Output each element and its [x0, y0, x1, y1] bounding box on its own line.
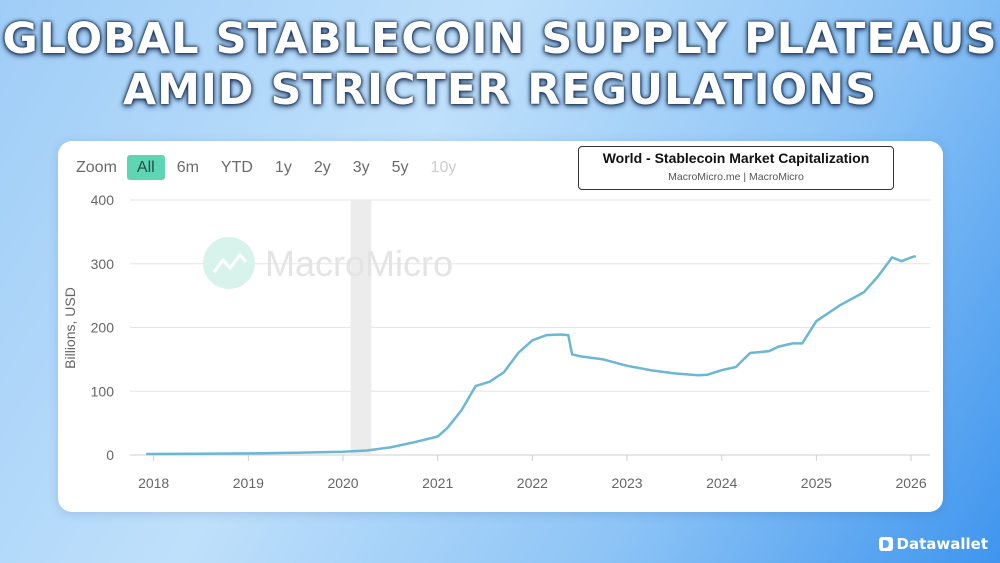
data-point[interactable] — [838, 303, 843, 308]
zoom-button-5y[interactable]: 5y — [391, 159, 409, 176]
x-tick-label: 2026 — [895, 475, 926, 491]
zoom-button-1y[interactable]: 1y — [274, 159, 292, 176]
x-tick-label: 2022 — [517, 475, 548, 491]
series-line-stablecoin-cap[interactable] — [146, 254, 917, 456]
data-point[interactable] — [719, 368, 724, 373]
data-point[interactable] — [814, 319, 819, 324]
data-point[interactable] — [544, 333, 549, 338]
watermark-chart-icon — [212, 252, 248, 273]
data-point[interactable] — [705, 372, 710, 377]
x-tick-label: 2020 — [327, 475, 358, 491]
data-point[interactable] — [558, 332, 563, 337]
data-point[interactable] — [144, 452, 149, 457]
data-point[interactable] — [913, 254, 918, 259]
data-point[interactable] — [473, 384, 478, 389]
data-point[interactable] — [577, 354, 582, 359]
x-tick-label: 2024 — [706, 475, 737, 491]
data-point[interactable] — [875, 274, 880, 279]
data-point[interactable] — [790, 341, 795, 346]
headline: GLOBAL STABLECOIN SUPPLY PLATEAUS AMID S… — [0, 14, 1000, 116]
brand: Datawallet — [878, 535, 988, 553]
data-point[interactable] — [672, 371, 677, 376]
data-point[interactable] — [516, 351, 521, 356]
data-point[interactable] — [293, 450, 298, 455]
data-point[interactable] — [445, 426, 450, 431]
headline-line-1: GLOBAL STABLECOIN SUPPLY PLATEAUS — [2, 14, 998, 64]
zoom-button-6m[interactable]: 6m — [176, 159, 199, 176]
watermark-logo-icon — [203, 237, 255, 289]
zoom-bar: Zoom All 6m YTD 1y 2y 3y 5y 10y — [76, 154, 468, 182]
x-tick-label: 2018 — [138, 475, 169, 491]
x-tick-label: 2025 — [801, 475, 832, 491]
y-axis-label: Billions, USD — [62, 287, 78, 369]
y-tick-label: 300 — [91, 256, 115, 272]
data-point[interactable] — [199, 451, 204, 456]
x-tick-label: 2023 — [611, 475, 642, 491]
zoom-button-2y[interactable]: 2y — [313, 159, 331, 176]
data-point[interactable] — [625, 363, 630, 368]
zoom-button-ytd[interactable]: YTD — [220, 159, 253, 176]
y-tick-label: 0 — [106, 447, 114, 463]
data-point[interactable] — [364, 448, 369, 453]
data-point[interactable] — [246, 451, 251, 456]
chart-title-box: World - Stablecoin Market Capitalization… — [578, 146, 894, 190]
y-axis-ticks: 0 100 200 300 400 — [91, 192, 115, 463]
y-tick-label: 400 — [91, 192, 115, 208]
data-point[interactable] — [733, 365, 738, 370]
chart-subtitle: MacroMicro.me | MacroMicro — [668, 171, 804, 183]
x-tick-label: 2021 — [422, 475, 453, 491]
datawallet-logo-icon — [878, 537, 893, 551]
data-point[interactable] — [341, 449, 346, 454]
series-points — [144, 254, 919, 457]
data-point[interactable] — [412, 440, 417, 445]
data-point[interactable] — [435, 434, 440, 439]
y-tick-label: 200 — [91, 320, 115, 336]
data-point[interactable] — [767, 349, 772, 354]
data-point[interactable] — [748, 351, 753, 356]
data-point[interactable] — [909, 255, 914, 260]
zoom-buttons: All 6m YTD 1y 2y 3y 5y 10y — [126, 155, 468, 180]
data-point[interactable] — [800, 341, 805, 346]
watermark-text: MacroMicro — [265, 243, 453, 284]
zoom-button-10y: 10y — [430, 159, 457, 176]
data-point[interactable] — [487, 379, 492, 384]
data-point[interactable] — [696, 373, 701, 378]
data-point[interactable] — [459, 408, 464, 413]
data-point[interactable] — [776, 344, 781, 349]
zoom-label: Zoom — [76, 159, 117, 176]
data-point[interactable] — [601, 357, 606, 362]
grid-lines — [130, 199, 930, 456]
zoom-button-all[interactable]: All — [126, 155, 165, 180]
data-point[interactable] — [570, 352, 575, 357]
shaded-band — [350, 200, 372, 455]
chart-title: World - Stablecoin Market Capitalization — [602, 150, 870, 166]
data-point[interactable] — [648, 368, 653, 373]
x-tick-label: 2019 — [233, 475, 264, 491]
data-point[interactable] — [899, 259, 904, 264]
data-point[interactable] — [388, 445, 393, 450]
zoom-button-3y[interactable]: 3y — [352, 159, 370, 176]
headline-line-2: AMID STRICTER REGULATIONS — [122, 65, 878, 115]
data-point[interactable] — [890, 255, 895, 260]
data-point[interactable] — [566, 333, 571, 338]
watermark: MacroMicro — [203, 237, 453, 289]
x-axis-ticks: 2018 2019 2020 2021 2022 2023 2024 2025 2026 — [138, 455, 927, 491]
y-tick-label: 100 — [91, 383, 115, 399]
brand-name: Datawallet — [896, 535, 988, 553]
chart-card — [58, 141, 943, 512]
data-point[interactable] — [861, 290, 866, 295]
data-point[interactable] — [530, 338, 535, 343]
data-point[interactable] — [501, 370, 506, 375]
